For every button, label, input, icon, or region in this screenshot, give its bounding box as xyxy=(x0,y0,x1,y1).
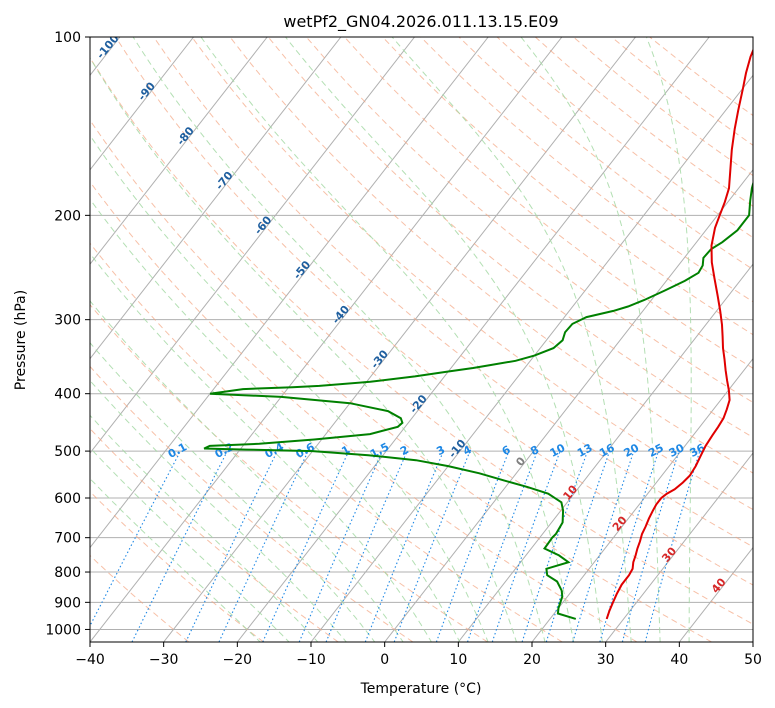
mixing-ratio-line xyxy=(131,450,228,642)
x-tick-label: 10 xyxy=(449,652,467,668)
mixing-ratio-line xyxy=(621,450,680,642)
moist-adiabat-line xyxy=(90,198,461,642)
moist-adiabat-line xyxy=(645,37,692,642)
x-tick-label: −20 xyxy=(223,652,253,668)
mixing-ratio-line xyxy=(521,450,589,642)
moist-adiabat-line xyxy=(520,37,661,642)
mixing-ratio-label: 36 xyxy=(688,441,708,460)
mixing-ratio-line xyxy=(491,450,561,642)
dry-adiabat-line xyxy=(115,37,753,586)
mixing-ratio-line xyxy=(393,450,471,642)
isotherm-line xyxy=(90,37,415,454)
mixing-ratio-label: 16 xyxy=(597,441,617,460)
dry-adiabat-line xyxy=(90,427,339,642)
dry-adiabat-line xyxy=(420,37,753,303)
x-tick-label: 0 xyxy=(380,652,389,668)
mixing-ratio-line xyxy=(298,450,384,642)
dry-adiabat-line xyxy=(90,554,190,642)
isotherm-line xyxy=(90,37,563,642)
dewpoint-line xyxy=(203,180,753,620)
mixing-ratio-label: 10 xyxy=(548,441,568,460)
moist-adiabat-line xyxy=(90,300,404,642)
y-tick-label: 700 xyxy=(54,531,81,547)
mixing-ratio-line xyxy=(644,450,701,642)
profiles xyxy=(203,48,753,620)
mixing-ratio-line xyxy=(364,450,444,642)
x-axis: −40 −30 −20 −10 0 10 20 30 40 50 xyxy=(75,642,762,668)
y-tick-label: 300 xyxy=(54,313,81,329)
x-tick-label: 20 xyxy=(523,652,541,668)
moist-adiabat-line xyxy=(391,37,632,642)
mixing-ratio-label: 30 xyxy=(667,441,687,460)
moist-adiabat-line xyxy=(90,134,489,642)
moist-adiabat-line xyxy=(285,37,603,642)
y-axis: 100 200 300 400 500 600 700 800 900 1000 xyxy=(45,30,90,638)
dry-adiabat-line xyxy=(90,119,712,642)
y-tick-label: 600 xyxy=(54,491,81,507)
mixing-ratio-label: 25 xyxy=(646,441,666,460)
moist-adiabat-line xyxy=(200,37,575,642)
y-tick-label: 1000 xyxy=(45,622,81,638)
isotherm-line xyxy=(90,37,489,549)
isotherm-line xyxy=(90,37,194,171)
dry-adiabat-line xyxy=(90,242,563,642)
isotherm-line xyxy=(457,263,753,642)
dry-adiabat-line xyxy=(90,365,414,642)
moist-adiabat-line xyxy=(132,37,546,642)
mixing-ratio-line xyxy=(545,450,611,642)
dry-adiabat-line xyxy=(90,303,488,642)
dry-adiabat-line xyxy=(382,37,753,336)
mixing-ratio-line xyxy=(466,450,538,642)
mixing-ratio-line xyxy=(435,450,510,642)
y-tick-label: 400 xyxy=(54,387,81,403)
mixing-ratio-line xyxy=(325,450,408,642)
isotherm-line xyxy=(310,74,753,642)
y-tick-label: 200 xyxy=(54,208,81,224)
y-tick-label: 800 xyxy=(54,565,81,581)
mixing-ratio-label: 20 xyxy=(622,441,642,460)
y-tick-label: 100 xyxy=(54,30,81,46)
moist-adiabat-line xyxy=(90,447,290,642)
isotherm-line xyxy=(384,168,753,642)
moist-adiabat-line xyxy=(90,252,432,642)
temperature-line xyxy=(605,48,753,620)
x-tick-label: −10 xyxy=(296,652,326,668)
isotherm-line xyxy=(236,37,710,642)
x-tick-label: −40 xyxy=(75,652,105,668)
dry-adiabat-line xyxy=(153,37,753,548)
mixing-ratio-line xyxy=(262,450,350,642)
x-tick-label: 40 xyxy=(670,652,688,668)
moist-adiabat-line xyxy=(90,478,261,642)
isotherm-line xyxy=(531,357,753,642)
x-tick-label: −30 xyxy=(149,652,179,668)
plot-frame xyxy=(89,36,754,643)
y-axis-label: Pressure (hPa) xyxy=(13,290,29,390)
isotherm-line xyxy=(163,37,636,642)
background-lines xyxy=(90,37,753,642)
isotherm-line xyxy=(90,37,268,266)
dry-adiabat-line xyxy=(229,37,753,474)
dry-adiabat-line xyxy=(191,37,753,511)
mixing-ratio-line xyxy=(572,450,635,642)
moist-adiabat-line xyxy=(90,342,376,642)
y-tick-label: 900 xyxy=(54,595,81,611)
moist-adiabat-line xyxy=(90,57,518,642)
dry-adiabat-line xyxy=(267,37,753,438)
x-tick-label: 30 xyxy=(597,652,615,668)
chart-title: wetPf2_GN04.2026.011.13.15.E09 xyxy=(283,12,558,32)
y-tick-label: 500 xyxy=(54,444,81,460)
x-axis-label: Temperature (°C) xyxy=(360,681,482,697)
mixing-ratio-label: 13 xyxy=(575,441,595,460)
isotherm-line xyxy=(90,37,342,360)
x-tick-label: 50 xyxy=(744,652,762,668)
isotherm-line xyxy=(605,452,753,642)
